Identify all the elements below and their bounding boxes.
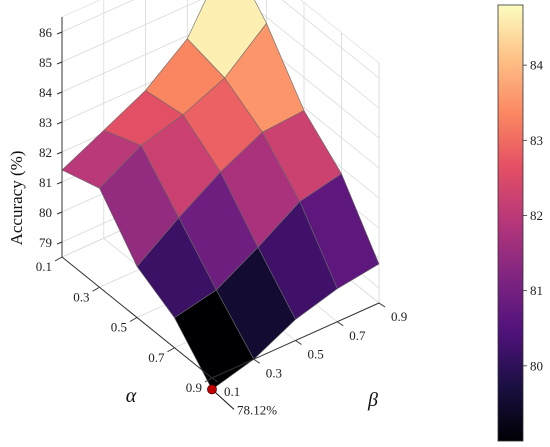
- z-tick: [56, 151, 63, 155]
- alpha-tick-label: 0.7: [148, 350, 165, 365]
- beta-tick: [253, 358, 261, 364]
- z-tick: [56, 31, 63, 35]
- annotations: 86.22%78.12%: [207, 384, 277, 417]
- colorbar-tick-label: 80: [530, 358, 543, 373]
- alpha-tick-label: 0.5: [111, 320, 127, 335]
- z-tick: [56, 61, 63, 65]
- colorbar-tick-label: 83: [530, 133, 543, 148]
- colorbar-tick-label: 84: [530, 58, 544, 73]
- beta-tick-label: 0.1: [224, 384, 240, 399]
- z-tick-label: 86: [39, 25, 53, 40]
- beta-tick-label: 0.7: [349, 328, 366, 343]
- z-tick-label: 81: [39, 175, 52, 190]
- z-tick-label: 82: [39, 145, 52, 160]
- z-tick-label: 79: [39, 235, 52, 250]
- z-tick-label: 84: [39, 85, 53, 100]
- alpha-tick: [129, 317, 138, 322]
- beta-tick: [295, 340, 302, 345]
- colorbar-tick-label: 82: [530, 208, 543, 223]
- axes: 79 80 81 82 83 84 85 86 0.1 0.3 0.5 0.7 0.9 0.1 0.3 0.5…: [36, 17, 407, 399]
- alpha-tick: [167, 347, 175, 353]
- z-tick-label: 80: [39, 205, 52, 220]
- z-tick-label: 83: [39, 115, 52, 130]
- z-tick: [56, 181, 63, 185]
- x-axis-label: α: [126, 385, 137, 407]
- alpha-tick-label: 0.1: [36, 259, 52, 274]
- alpha-tick-label: 0.9: [186, 380, 202, 395]
- colorbar-gradient: [497, 4, 524, 442]
- alpha-tick: [54, 256, 63, 262]
- z-gridline: [61, 0, 380, 79]
- surface-mesh: [61, 0, 380, 390]
- beta-tick: [211, 377, 219, 383]
- annotation-point: [207, 384, 217, 395]
- beta-tick-label: 0.3: [266, 365, 282, 380]
- z-tick: [56, 121, 63, 125]
- z-tick-label: 85: [39, 55, 52, 70]
- alpha-tick: [204, 377, 213, 383]
- z-tick: [56, 211, 63, 215]
- z-gridline: [61, 0, 380, 109]
- colorbar: 80 81 82 83 84: [497, 4, 544, 442]
- beta-tick-label: 0.9: [391, 309, 407, 324]
- z-axis-label: Accuracy (%): [7, 151, 26, 246]
- y-axis-label: β: [367, 389, 378, 411]
- z-tick: [56, 91, 63, 95]
- annotation-label: 78.12%: [237, 402, 277, 417]
- annotation-leader: [211, 389, 235, 410]
- colorbar-tick-label: 81: [530, 283, 543, 298]
- beta-tick: [378, 302, 386, 308]
- beta-tick: [336, 321, 344, 327]
- z-tick: [56, 241, 63, 245]
- alpha-tick: [92, 286, 100, 292]
- beta-tick-label: 0.5: [308, 347, 324, 362]
- alpha-tick-label: 0.3: [73, 289, 89, 304]
